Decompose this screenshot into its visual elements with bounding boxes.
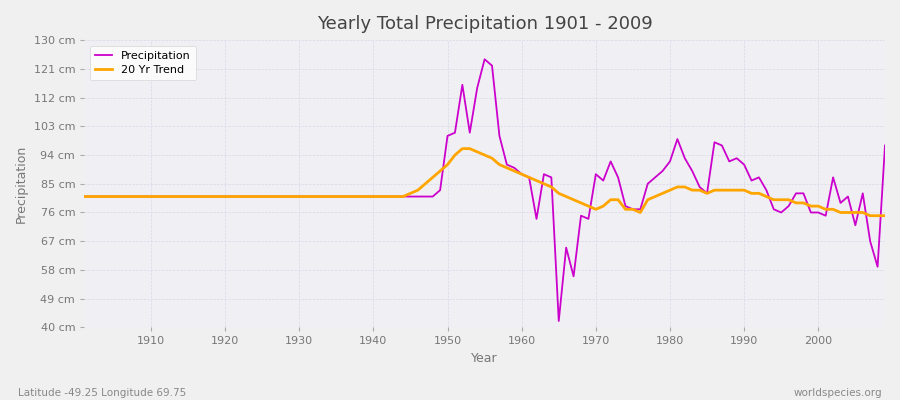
Precipitation: [879, 143, 890, 148]
X-axis label: Year: Year: [472, 352, 498, 365]
20 Yr Trend: [79, 194, 90, 199]
Line: 20 Yr Trend: 20 Yr Trend: [85, 149, 885, 216]
Y-axis label: Precipitation: Precipitation: [15, 145, 28, 223]
Text: worldspecies.org: worldspecies.org: [794, 388, 882, 398]
Precipitation: [346, 194, 356, 199]
Precipitation: [302, 194, 312, 199]
20 Yr Trend: [524, 175, 535, 180]
20 Yr Trend: [302, 194, 312, 199]
Precipitation: [479, 57, 490, 62]
Text: Latitude -49.25 Longitude 69.75: Latitude -49.25 Longitude 69.75: [18, 388, 186, 398]
Precipitation: [554, 319, 564, 324]
Precipitation: [138, 194, 148, 199]
20 Yr Trend: [138, 194, 148, 199]
20 Yr Trend: [457, 146, 468, 151]
Precipitation: [79, 194, 90, 199]
20 Yr Trend: [865, 213, 876, 218]
Precipitation: [620, 204, 631, 208]
Legend: Precipitation, 20 Yr Trend: Precipitation, 20 Yr Trend: [90, 46, 196, 80]
Precipitation: [524, 175, 535, 180]
Title: Yearly Total Precipitation 1901 - 2009: Yearly Total Precipitation 1901 - 2009: [317, 15, 652, 33]
20 Yr Trend: [517, 172, 527, 176]
20 Yr Trend: [613, 197, 624, 202]
Line: Precipitation: Precipitation: [85, 59, 885, 321]
20 Yr Trend: [346, 194, 356, 199]
Precipitation: [517, 172, 527, 176]
20 Yr Trend: [879, 213, 890, 218]
